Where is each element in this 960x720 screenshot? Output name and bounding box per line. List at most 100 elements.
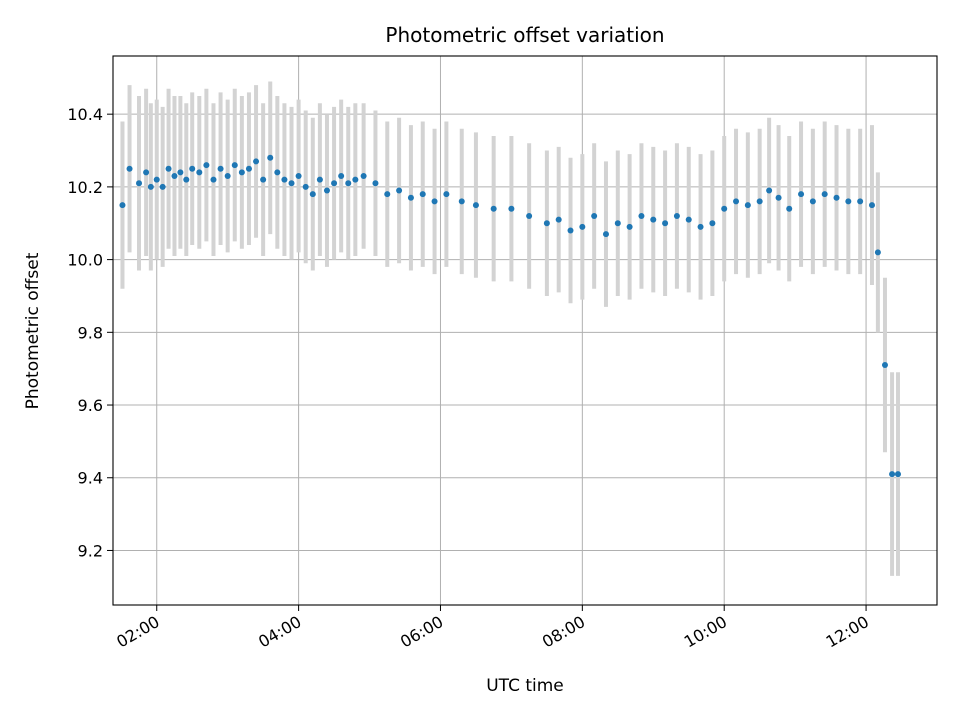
data-point	[309, 191, 316, 198]
data-point	[579, 223, 586, 230]
data-point	[874, 249, 881, 256]
data-point	[555, 216, 562, 223]
data-point	[352, 176, 359, 183]
data-point	[360, 172, 367, 179]
data-point	[543, 220, 550, 227]
x-ticks: 02:00 04:00 06:00 08:00 10:00 12:00	[113, 605, 872, 652]
data-point	[490, 205, 497, 212]
data-point	[159, 183, 166, 190]
data-point	[833, 194, 840, 201]
data-point	[650, 216, 657, 223]
data-point	[443, 191, 450, 198]
x-tick-label: 06:00	[397, 612, 446, 652]
x-tick-label: 10:00	[681, 612, 730, 652]
data-point	[567, 227, 574, 234]
x-tick-label: 02:00	[113, 612, 162, 652]
data-points	[119, 154, 901, 478]
plot-frame	[112, 55, 938, 606]
data-point	[274, 169, 281, 176]
data-point	[288, 180, 295, 187]
data-point	[721, 205, 728, 212]
data-point	[281, 176, 288, 183]
data-point	[766, 187, 773, 194]
data-point	[171, 172, 178, 179]
data-point	[602, 231, 609, 238]
data-point	[431, 198, 438, 205]
data-point	[331, 180, 338, 187]
data-point	[217, 165, 224, 172]
data-point	[260, 176, 267, 183]
data-point	[407, 194, 414, 201]
data-point	[203, 162, 210, 169]
data-point	[881, 362, 888, 369]
data-point	[591, 212, 598, 219]
data-point	[345, 180, 352, 187]
data-point	[143, 169, 150, 176]
data-point	[845, 198, 852, 205]
data-point	[709, 220, 716, 227]
data-point	[338, 172, 345, 179]
data-point	[196, 169, 203, 176]
data-point	[177, 169, 184, 176]
data-point	[857, 198, 864, 205]
data-point	[662, 220, 669, 227]
data-point	[183, 176, 190, 183]
data-point	[889, 471, 896, 478]
y-tick-label: 10.2	[67, 178, 103, 197]
data-point	[153, 176, 160, 183]
y-tick-label: 9.8	[78, 323, 103, 342]
data-point	[267, 154, 274, 161]
y-tick-label: 10.4	[67, 105, 103, 124]
data-point	[396, 187, 403, 194]
data-point	[253, 158, 260, 165]
data-point	[673, 212, 680, 219]
data-point	[316, 176, 323, 183]
error-bars	[120, 81, 900, 576]
data-point	[136, 180, 143, 187]
data-point	[458, 198, 465, 205]
data-point	[868, 202, 875, 209]
y-axis-label: Photometric offset	[23, 252, 43, 409]
data-point	[798, 191, 805, 198]
chart-title: Photometric offset variation	[385, 23, 664, 47]
data-point	[384, 191, 391, 198]
data-point	[147, 183, 154, 190]
data-point	[775, 194, 782, 201]
data-point	[323, 187, 330, 194]
data-point	[295, 172, 302, 179]
data-point	[165, 165, 172, 172]
data-point	[238, 169, 245, 176]
data-point	[744, 202, 751, 209]
y-tick-label: 10.0	[67, 251, 103, 270]
data-point	[231, 162, 238, 169]
y-tick-label: 9.6	[78, 396, 103, 415]
data-point	[821, 191, 828, 198]
data-point	[508, 205, 515, 212]
data-point	[626, 223, 633, 230]
data-point	[224, 172, 231, 179]
data-point	[526, 212, 533, 219]
y-tick-label: 9.2	[78, 541, 103, 560]
data-point	[210, 176, 217, 183]
data-point	[786, 205, 793, 212]
data-point	[245, 165, 252, 172]
y-ticks: 9.2 9.4 9.6 9.8 10.0 10.2 10.4	[67, 105, 113, 560]
x-tick-label: 12:00	[823, 612, 872, 652]
data-point	[733, 198, 740, 205]
data-point	[472, 202, 479, 209]
data-point	[119, 202, 126, 209]
data-point	[697, 223, 704, 230]
x-tick-label: 04:00	[255, 612, 304, 652]
y-tick-label: 9.4	[78, 469, 103, 488]
data-point	[638, 212, 645, 219]
data-point	[372, 180, 379, 187]
x-tick-label: 08:00	[539, 612, 588, 652]
data-point	[419, 191, 426, 198]
data-point	[809, 198, 816, 205]
data-point	[126, 165, 133, 172]
data-point	[756, 198, 763, 205]
data-point	[894, 471, 901, 478]
data-point	[614, 220, 621, 227]
data-point	[189, 165, 196, 172]
